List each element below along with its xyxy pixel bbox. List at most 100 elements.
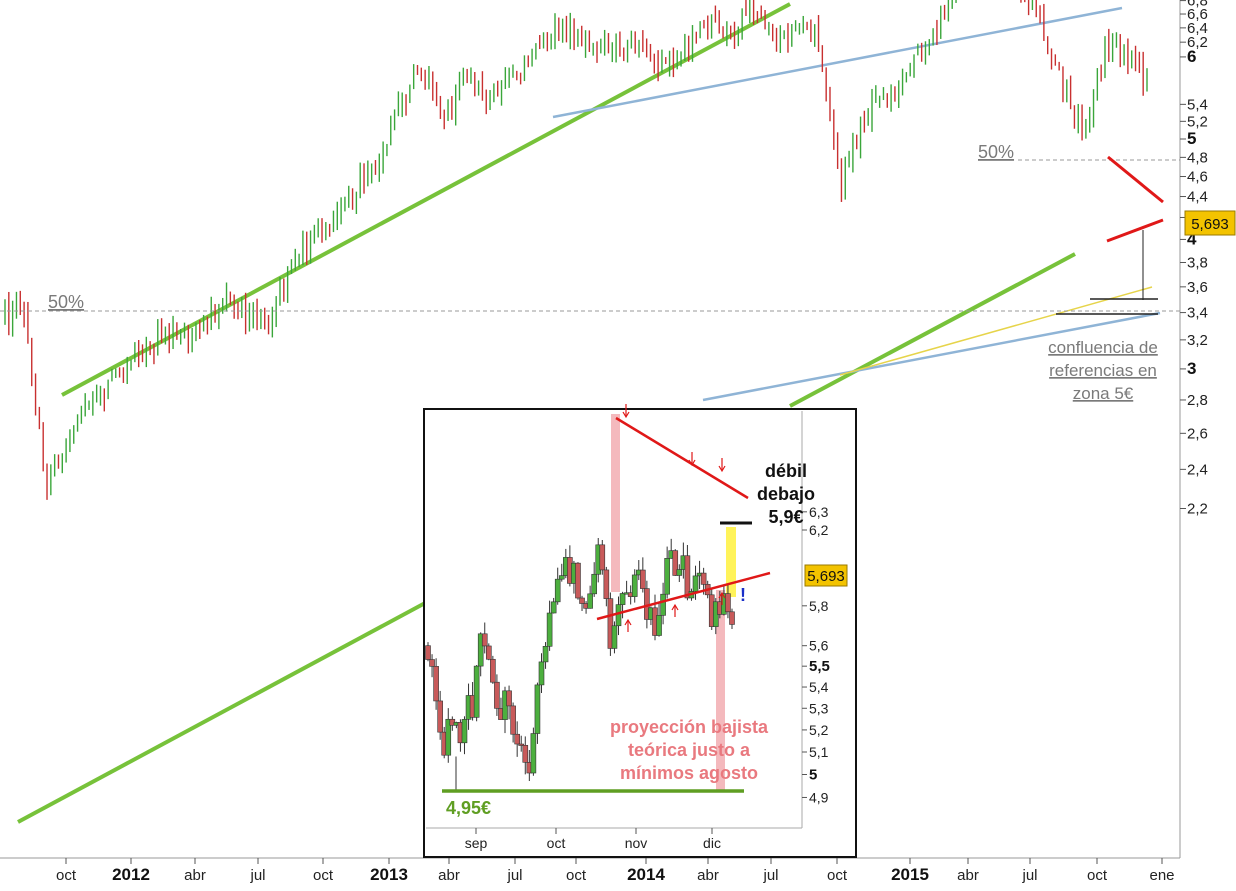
inset-y-tick-label: 4,9 [809,789,829,805]
inset-candle [611,621,618,654]
projection-bar-1 [611,414,620,592]
inset-y-tick-label: 5,1 [809,744,829,760]
main-last-price-label: 5,693 [1191,216,1229,233]
inset-candle [538,653,545,693]
weak-line-2: debajo [757,484,815,504]
main-x-tick-label: 2013 [370,865,408,884]
inset-candle [579,595,585,611]
inset-candle [477,632,484,677]
inset-arrows [622,404,726,632]
inset-candle [546,600,553,651]
main-x-tick-label: oct [313,867,334,884]
alert-mark: ! [740,585,746,605]
main-y-tick-label: 3 [1187,359,1196,378]
main-x-tick-label: abr [697,867,719,884]
main-y-tick-label: 5,2 [1187,113,1208,130]
inset-x-ticks: sep oct nov dic [465,828,721,851]
inset-candle [445,708,452,763]
main-x-tick-label: jul [762,867,778,884]
inset-candle [534,682,541,744]
support-label: 4,95€ [446,798,491,818]
main-x-tick-label: 2012 [112,865,150,884]
inset-candle [425,642,431,662]
confluence-line-1: confluencia de [1048,338,1158,357]
blue-channel-upper [552,6,1123,119]
inset-candle [599,539,606,575]
inset-candle [506,685,512,720]
inset-candle [490,655,496,684]
inset-y-tick-label: 6,3 [809,504,829,520]
green-channel-upper [61,2,791,397]
inset-candle [429,654,435,678]
yellow-trendline [839,286,1153,376]
main-y-tick-label: 5,4 [1187,96,1208,113]
inset-candle [437,690,443,740]
projection-line-1: proyección bajista [610,717,769,737]
inset-y-tick-label: 6,2 [809,522,829,538]
main-y-tick-label: 6,2 [1187,34,1208,51]
inset-y-tick-label: 5,8 [809,598,829,614]
inset-x-tick-label: oct [547,835,566,851]
inset-last-price-label: 5,693 [807,568,845,585]
inset-frame [423,408,857,858]
main-y-tick-label: 4,8 [1187,149,1208,166]
main-y-tick-label: 3,2 [1187,332,1208,349]
main-y-tick-label: 3,6 [1187,279,1208,296]
inset-y-tick-label: 5,6 [809,638,829,654]
main-x-tick-label: jul [249,867,265,884]
weak-line-1: débil [765,461,807,481]
main-y-tick-label: 3,4 [1187,305,1208,322]
inset-candle [550,597,557,614]
inset-candle [725,583,731,619]
projection-bar-2 [716,590,725,790]
main-y-tick-label: 6,8 [1187,0,1208,10]
inset-y-tick-label: 5,2 [809,722,829,738]
inset-y-tick-label: 5,5 [809,658,830,675]
inset-candle [433,658,439,710]
main-x-tick-label: jul [1021,867,1037,884]
inset-x-tick-label: dic [703,835,721,851]
main-x-tick-label: abr [438,867,460,884]
main-x-tick-label: jul [506,867,522,884]
inset-candle [481,622,488,654]
blue-channel-lower [702,311,1161,402]
inset-y-ticks: 6,3 6,2 5,8 5,6 5,5 5,4 5,3 5,2 5,1 5 4,9 [802,504,830,805]
main-y-tick-label: 4 [1187,229,1197,248]
inset-candle [619,591,626,619]
inset-candle [587,585,593,609]
inset-candle [494,674,500,716]
main-y-tick-label: 5 [1187,129,1196,148]
main-x-tick-label: oct [827,867,848,884]
inset-candle [485,643,492,661]
inset-y-tick-label: 5,4 [809,679,829,695]
fib-label-right: 50% [978,142,1014,162]
inset-candle [558,563,565,582]
inset-candle [518,735,525,752]
confluence-line-3: zona 5€ [1073,384,1134,403]
inset-candle [672,549,679,576]
inset-candle [656,602,662,637]
main-y-ticks: 87,87,67,47,276,86,66,46,265,45,254,84,6… [1180,0,1208,518]
main-x-tick-label: oct [56,867,77,884]
inset-candle [461,716,468,755]
main-x-tick-label: oct [566,867,587,884]
main-y-tick-label: 4,6 [1187,169,1208,186]
projection-line-2: teórica justo a [628,740,751,760]
inset-candle [542,642,549,669]
inset-candle [607,592,614,656]
inset-candle [664,546,670,599]
inset-candle [473,665,480,722]
main-triangle-upper [1107,155,1164,204]
inset-x-tick-label: nov [625,835,648,851]
main-x-tick-label: 2015 [891,865,929,884]
inset-candle [676,564,683,582]
inset-candle [729,608,735,630]
main-x-tick-label: 2014 [627,865,665,884]
inset-candles [425,538,735,791]
projection-line-3: mínimos agosto [620,763,758,783]
inset-candle [603,566,610,607]
main-y-tick-label: 2,4 [1187,461,1208,478]
main-y-tick-label: 6,4 [1187,20,1208,37]
